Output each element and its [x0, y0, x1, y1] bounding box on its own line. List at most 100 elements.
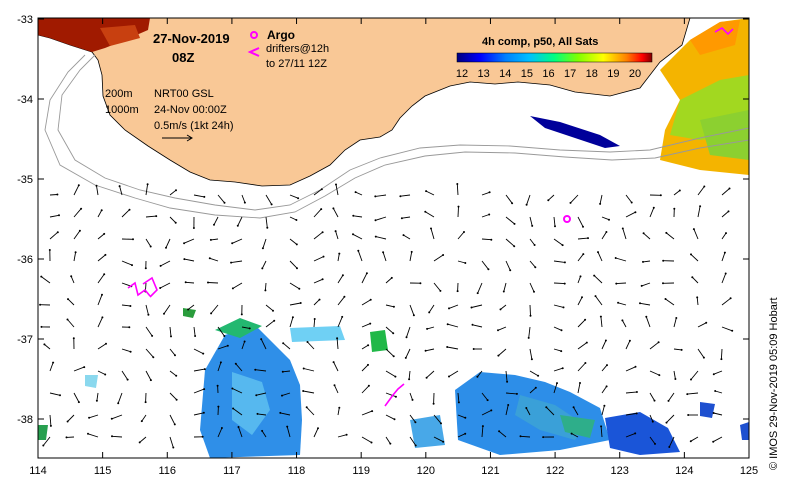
- current-vector: [403, 234, 411, 240]
- current-vector: [88, 414, 99, 419]
- current-vector-head: [527, 336, 530, 339]
- current-vector-head: [442, 440, 445, 443]
- current-vector: [73, 366, 85, 372]
- current-vector: [553, 260, 565, 263]
- current-vector: [447, 346, 459, 350]
- current-vector: [49, 392, 61, 396]
- current-vector: [257, 413, 267, 416]
- current-vector: [306, 406, 315, 416]
- current-vector-head: [560, 350, 563, 353]
- current-vector: [616, 282, 627, 285]
- current-vector-head: [305, 406, 308, 409]
- current-vector-head: [40, 325, 43, 328]
- current-vector-head: [72, 337, 75, 340]
- lon-tick-label: 125: [740, 465, 758, 477]
- current-vector: [165, 238, 171, 248]
- current-vector: [260, 338, 267, 350]
- current-vector: [599, 194, 603, 204]
- colorbar-tick-label: 14: [499, 68, 511, 80]
- current-vector-head: [405, 336, 408, 339]
- current-vector-head: [256, 412, 259, 415]
- current-vector-head: [579, 275, 582, 278]
- current-vector: [400, 194, 411, 197]
- current-vector-head: [463, 231, 465, 233]
- current-vector: [505, 260, 511, 271]
- current-vector-head: [675, 317, 678, 319]
- current-vector: [673, 317, 677, 328]
- current-vector: [408, 370, 411, 380]
- current-vector: [141, 414, 147, 422]
- current-vector: [303, 368, 315, 372]
- current-vector: [577, 319, 586, 328]
- current-vector: [313, 231, 323, 240]
- current-vector-head: [352, 233, 354, 236]
- current-vector: [401, 216, 411, 219]
- current-vector-head: [248, 327, 251, 330]
- current-vector-head: [272, 309, 274, 312]
- current-vector-head: [653, 399, 656, 402]
- current-vector: [73, 208, 82, 218]
- current-vector: [337, 275, 344, 284]
- current-vector: [500, 304, 507, 310]
- current-vector-head: [599, 202, 602, 205]
- current-vector: [193, 348, 204, 355]
- current-vector: [334, 385, 339, 394]
- current-vector: [232, 282, 243, 289]
- current-vector: [217, 194, 225, 204]
- current-vector-head: [367, 363, 369, 366]
- current-vector-head: [511, 202, 514, 205]
- current-vector: [721, 297, 731, 306]
- current-vector: [42, 436, 51, 446]
- current-vector-head: [335, 183, 337, 186]
- current-vector: [335, 184, 339, 196]
- current-vector-head: [159, 264, 162, 267]
- current-vector: [529, 304, 531, 316]
- current-vector: [529, 238, 535, 246]
- current-vector: [625, 340, 631, 350]
- current-vector: [169, 370, 177, 377]
- contour-200m-label: 200m: [105, 88, 133, 100]
- current-vector-head: [615, 282, 618, 285]
- current-vector-head: [138, 441, 141, 444]
- current-vector: [313, 428, 319, 438]
- current-vector: [520, 435, 531, 438]
- current-vector-head: [687, 414, 690, 416]
- current-vector: [169, 326, 172, 337]
- current-vector: [307, 341, 315, 350]
- drifter-legend-icon: [247, 47, 260, 57]
- current-vector-head: [621, 227, 624, 230]
- current-vector-head: [490, 409, 493, 412]
- current-vector: [601, 386, 607, 394]
- current-vector-head: [104, 253, 107, 256]
- current-vector-head: [261, 247, 264, 250]
- current-vector: [472, 324, 483, 328]
- current-vector-head: [608, 218, 610, 221]
- current-vector: [529, 282, 535, 292]
- current-vector-head: [231, 242, 234, 245]
- current-vector-head: [509, 269, 512, 272]
- current-vector-head: [486, 399, 489, 402]
- current-vector-head: [513, 222, 516, 225]
- current-vector: [425, 211, 435, 218]
- current-vector-head: [498, 430, 501, 433]
- current-vector: [353, 215, 363, 218]
- current-vector-head: [103, 273, 106, 276]
- current-vector: [577, 276, 581, 284]
- current-vector: [121, 370, 128, 380]
- current-vector: [145, 370, 152, 381]
- current-vector-head: [231, 387, 234, 390]
- current-vector: [264, 282, 267, 291]
- current-vector-head: [605, 385, 608, 388]
- colorbar-title: 4h comp, p50, All Sats: [482, 36, 598, 48]
- current-vector-head: [471, 323, 474, 326]
- current-vector: [573, 407, 579, 416]
- current-vector-head: [561, 244, 564, 247]
- current-vector-head: [664, 298, 667, 300]
- current-vector: [666, 414, 675, 423]
- current-vector-head: [40, 275, 43, 278]
- current-vector-head: [77, 184, 80, 187]
- current-vector-head: [457, 205, 460, 208]
- current-vector: [595, 295, 603, 306]
- current-vector-head: [642, 260, 644, 263]
- current-vector-head: [320, 208, 323, 211]
